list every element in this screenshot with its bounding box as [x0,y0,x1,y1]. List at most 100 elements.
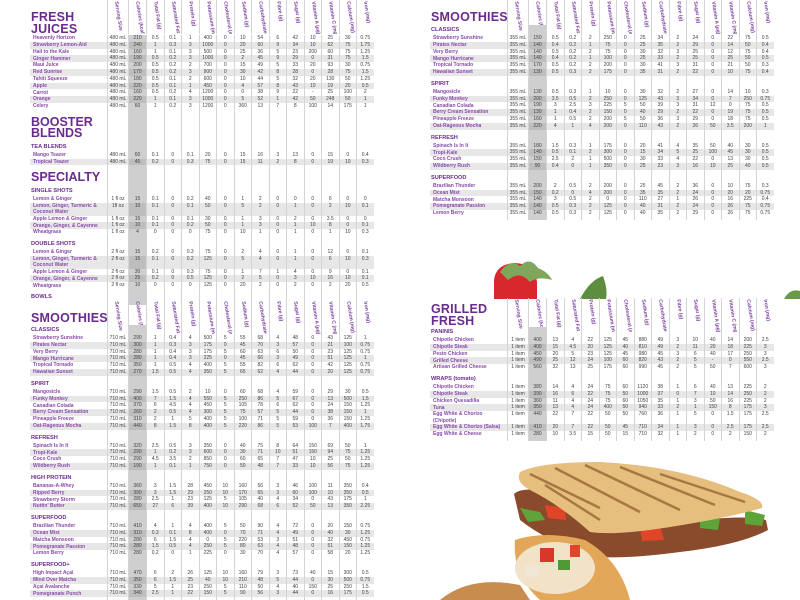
section-title-row: SPECIALTY [30,168,374,186]
item-name: Very Berry [33,348,59,355]
column-header-cell: Vitamin A (µg) [703,0,722,34]
nutrient-value: 0 [616,68,634,76]
nutrient-value: 42 [321,362,339,369]
nutrient-value: 0.2 [563,62,582,69]
nutrient-value: 5 [216,409,234,416]
nutrient-value: 0.5 [756,35,774,42]
nutrient-value: 11 [251,158,269,166]
nutrient-value: 10 [703,390,722,398]
nutrient-value: 1200 [198,102,217,110]
empty-cell [286,378,304,389]
nutrient-value: 45 [128,158,146,166]
nutrient-value: 140 [528,48,546,56]
empty-cell [216,556,234,560]
nutrient-value: 0 [163,195,182,203]
nutrient-value: 34 [651,35,669,42]
empty-cell [356,289,374,293]
nutrient-value: 330 [128,583,146,591]
nutrient-value: 150 [338,415,357,423]
empty-cell [686,132,704,143]
empty-cell [268,325,287,335]
nutrient-value: 0.75 [356,536,374,544]
nutrient-value: 1 [668,196,687,204]
serving-size: 1 item [507,424,528,431]
nutrient-value: 8 [721,404,739,412]
nutrient-value: 45 [233,355,252,363]
column-header-label: Sodium (g) [239,301,250,328]
nutrient-value: 1 [356,102,374,110]
empty-cell [268,238,287,249]
empty-cell [721,437,739,441]
nutrient-value: 58 [321,550,339,557]
nutrient-value: 0.3 [563,203,582,210]
item-name: Tuna [433,404,445,411]
serving-size: 1 fl oz [107,222,128,230]
nutrient-value: 35 [633,189,652,197]
column-header-label: Fibre (g) [674,299,684,320]
nutrient-value: 0 [216,442,234,450]
nutrient-value: 70 [251,341,269,349]
nutrient-value: 55 [233,362,252,369]
nutrient-value: 30 [233,550,252,557]
nutrient-value: 1050 [633,397,652,405]
nutrient-value: 3 [756,343,774,351]
item-name: Pomegranate Punch [33,590,82,597]
nutrient-value: 100 [303,422,322,430]
empty-cell [163,292,182,303]
nutrient-value: 0 [303,202,322,216]
item-name: Canadian Colada [433,102,474,109]
nutrient-value: 350 [338,489,357,497]
empty-cell [703,129,722,133]
empty-cell [563,169,582,173]
empty-cell [338,472,357,483]
serving-size: 1 fl oz [107,229,128,236]
nutrient-value: 450 [198,402,217,410]
empty-cell [216,375,234,379]
serving-size: 355 mL [507,156,528,163]
nutrient-value: 75 [198,229,217,236]
nutrient-value: 0.4 [163,348,182,356]
item-name: Lemon, Ginger, Turmeric & Coconut Water [33,202,97,216]
nutrient-value: 0.5 [146,35,164,42]
nutrient-value: 4 [268,529,287,537]
nutrient-value: 5 [233,96,252,103]
empty-cell [128,109,146,113]
nutrient-value: 220 [233,422,252,430]
nutrient-value: 0.5 [356,569,374,577]
empty-cell [616,78,634,89]
nutrient-value: 3.5 [546,95,564,103]
empty-cell [633,78,652,89]
nutrient-value: 75 [338,68,357,76]
serving-size: 2 fl oz [107,248,128,256]
nutrient-value: 22 [581,411,599,425]
nutrient-value: 225 [198,550,217,557]
nutrient-value: 0 [303,195,322,203]
nutrient-value: 28 [181,482,199,490]
nutrient-value: 3 [668,95,687,103]
nutrient-value: 5 [216,583,234,591]
nutrient-value: 4.5 [146,456,164,463]
empty-cell [507,370,528,374]
nutrient-value: 125 [598,337,617,344]
serving-size: 1 item [507,383,528,391]
row-gap [430,129,774,133]
nutrient-value: 2 [668,404,687,412]
nutrient-value: 43 [321,335,339,342]
nutrient-value: - [303,89,322,97]
nutrient-value: 1.5 [163,395,182,403]
nutrient-value: 3 [181,341,199,349]
nutrient-value: 75 [198,268,217,276]
empty-cell [216,597,234,600]
nutrient-value: 34 [286,41,304,49]
nutrient-value: 980 [633,350,652,358]
column-header-cell: Saturated Fat (g) [563,0,581,34]
nutrient-value: 125 [338,355,357,363]
empty-cell [651,172,669,183]
item-name: Red Sunrise [33,69,63,76]
nutrient-value: 16 [721,196,739,204]
serving-size: 480 mL [107,35,128,42]
nutrient-value: 1 [251,229,269,236]
empty-cell [216,185,234,196]
serving-size: 1 fl oz [107,215,128,223]
nutrient-value: 90 [233,590,252,598]
